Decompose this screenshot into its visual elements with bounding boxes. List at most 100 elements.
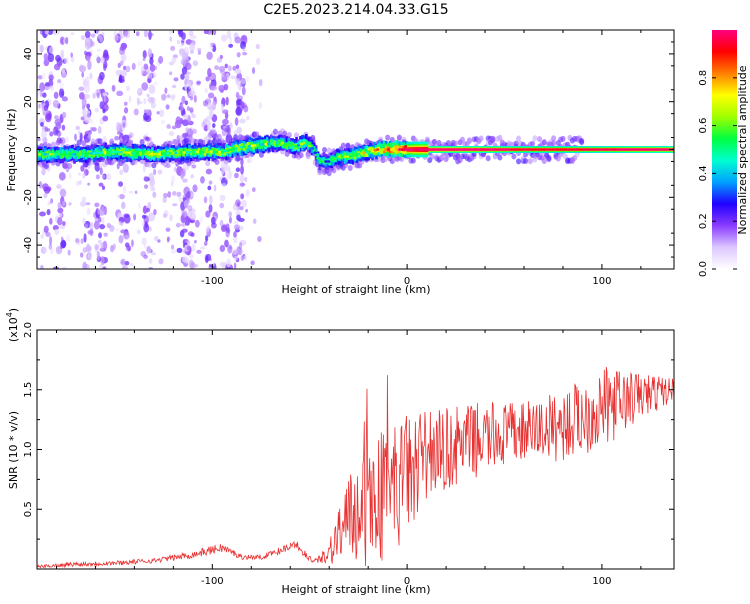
spectrogram-cell: [234, 117, 239, 126]
spectrogram-cell: [330, 156, 333, 162]
spectrogram-cell: [233, 262, 237, 269]
spectrogram-cell: [209, 150, 214, 154]
spectrogram-cell: [245, 145, 249, 148]
spectrogram-cell: [477, 148, 481, 151]
spectrogram-cell: [57, 79, 62, 84]
spectrogram-cell: [537, 136, 543, 143]
spectrogram-cell: [156, 148, 160, 157]
spectrogram-cell: [547, 148, 552, 151]
spectrogram-cell: [41, 136, 48, 143]
spectrogram-cell: [44, 57, 49, 65]
spectrogram-cell: [169, 71, 173, 76]
spectrogram-cell: [523, 158, 529, 165]
spectrogram-cell: [162, 213, 168, 219]
spectrogram-cell: [39, 82, 46, 92]
spectrogram-cell: [160, 152, 165, 156]
spectrogram-cell: [102, 115, 109, 122]
spectrogram-cell: [583, 148, 587, 151]
spectrogram-cell: [87, 60, 92, 71]
spectrogram-cell: [394, 145, 398, 151]
spectrogram-cell: [424, 136, 430, 143]
spectrogram-cell: [40, 121, 44, 127]
spectrogram-cell: [176, 191, 182, 198]
spectrogram-cell: [141, 214, 147, 219]
spectrogram-cell: [280, 141, 285, 145]
spectrogram-cell: [197, 148, 201, 154]
spectrogram-cell: [153, 208, 157, 216]
spectrogram-cell: [148, 258, 153, 264]
spectrogram-cell: [200, 246, 206, 250]
spectrogram-cell: [310, 144, 314, 150]
spectrogram-cell: [37, 137, 41, 142]
spectrogram-cell: [119, 169, 124, 176]
spectrogram-cell: [444, 148, 448, 151]
spectrogram-cell: [234, 224, 240, 231]
spectrogram-cell: [61, 71, 67, 78]
spectrogram-cell: [517, 148, 522, 151]
spectrogram-cell: [86, 113, 91, 118]
spectrogram-cell: [224, 173, 230, 181]
spectrogram-cell: [447, 148, 451, 151]
spectrogram-cell: [235, 77, 240, 83]
spectrogram-cell: [591, 148, 596, 151]
spectrogram-cell: [135, 151, 139, 158]
spectrogram-cell: [310, 147, 315, 150]
spectrogram-cell: [449, 148, 454, 151]
spectrogram-cell: [516, 135, 522, 142]
spectrogram-cell: [187, 240, 191, 246]
spectrogram-cell: [471, 148, 476, 151]
spectrogram-cell: [50, 85, 55, 92]
spectrogram-cell: [272, 128, 278, 135]
spectrogram-cell: [214, 65, 219, 70]
spectrogram-cell: [37, 75, 43, 80]
spectrogram-cell: [86, 103, 90, 110]
spectrogram-cell: [182, 114, 189, 119]
spectrogram-cell: [380, 148, 384, 154]
spectrogram-cell: [86, 207, 91, 216]
spectrogram-cell: [48, 78, 54, 88]
spectrogram-cell: [252, 144, 256, 150]
spectrogram-cell: [97, 239, 102, 244]
spectrogram-cell: [459, 136, 465, 143]
spectrogram-cell: [201, 121, 207, 128]
spectrogram-ytick-label: -40: [23, 237, 34, 253]
spectrogram-cell: [283, 142, 287, 146]
spectrogram-cell: [90, 126, 94, 131]
spectrogram-cell: [665, 148, 669, 151]
spectrogram-cell: [76, 139, 82, 146]
spectrogram-cell: [122, 163, 129, 174]
spectrogram-cell: [116, 131, 122, 135]
spectrogram-cell: [125, 85, 131, 92]
spectrogram-cell: [431, 139, 437, 146]
spectrogram-cell: [205, 210, 211, 218]
spectrogram-cell: [351, 151, 355, 157]
spectrogram-cell: [101, 174, 106, 179]
spectrogram-cell: [103, 60, 108, 69]
spectrogram-cell: [90, 49, 93, 54]
spectrogram-cell: [81, 149, 84, 155]
spectrogram-cell: [232, 65, 236, 71]
spectrogram-cell: [662, 148, 667, 151]
spectrogram-cell: [504, 148, 508, 151]
spectrogram-cell: [312, 147, 316, 153]
spectrogram-cell: [73, 152, 77, 156]
spectrogram-cell: [143, 254, 148, 259]
spectrogram-cell: [501, 148, 506, 151]
spectrogram-cell: [236, 126, 242, 135]
spectrogram-cell: [49, 46, 54, 54]
spectrogram-cell: [194, 219, 200, 228]
spectrogram-cell: [411, 148, 416, 151]
spectrogram-cell: [123, 65, 127, 71]
spectrogram-cell: [599, 148, 604, 151]
spectrogram-cell: [65, 153, 69, 159]
spectrogram-cell: [186, 245, 191, 251]
spectrogram-cell: [147, 201, 152, 210]
spectrogram-cell: [58, 212, 62, 218]
spectrogram-cell: [59, 188, 67, 198]
spectrogram-cell: [337, 155, 342, 158]
spectrogram-cell: [133, 151, 137, 159]
spectrogram-cell: [123, 151, 127, 157]
spectrogram-cell: [166, 94, 171, 99]
spectrogram-cell: [187, 150, 192, 154]
spectrogram-cell: [184, 220, 190, 226]
